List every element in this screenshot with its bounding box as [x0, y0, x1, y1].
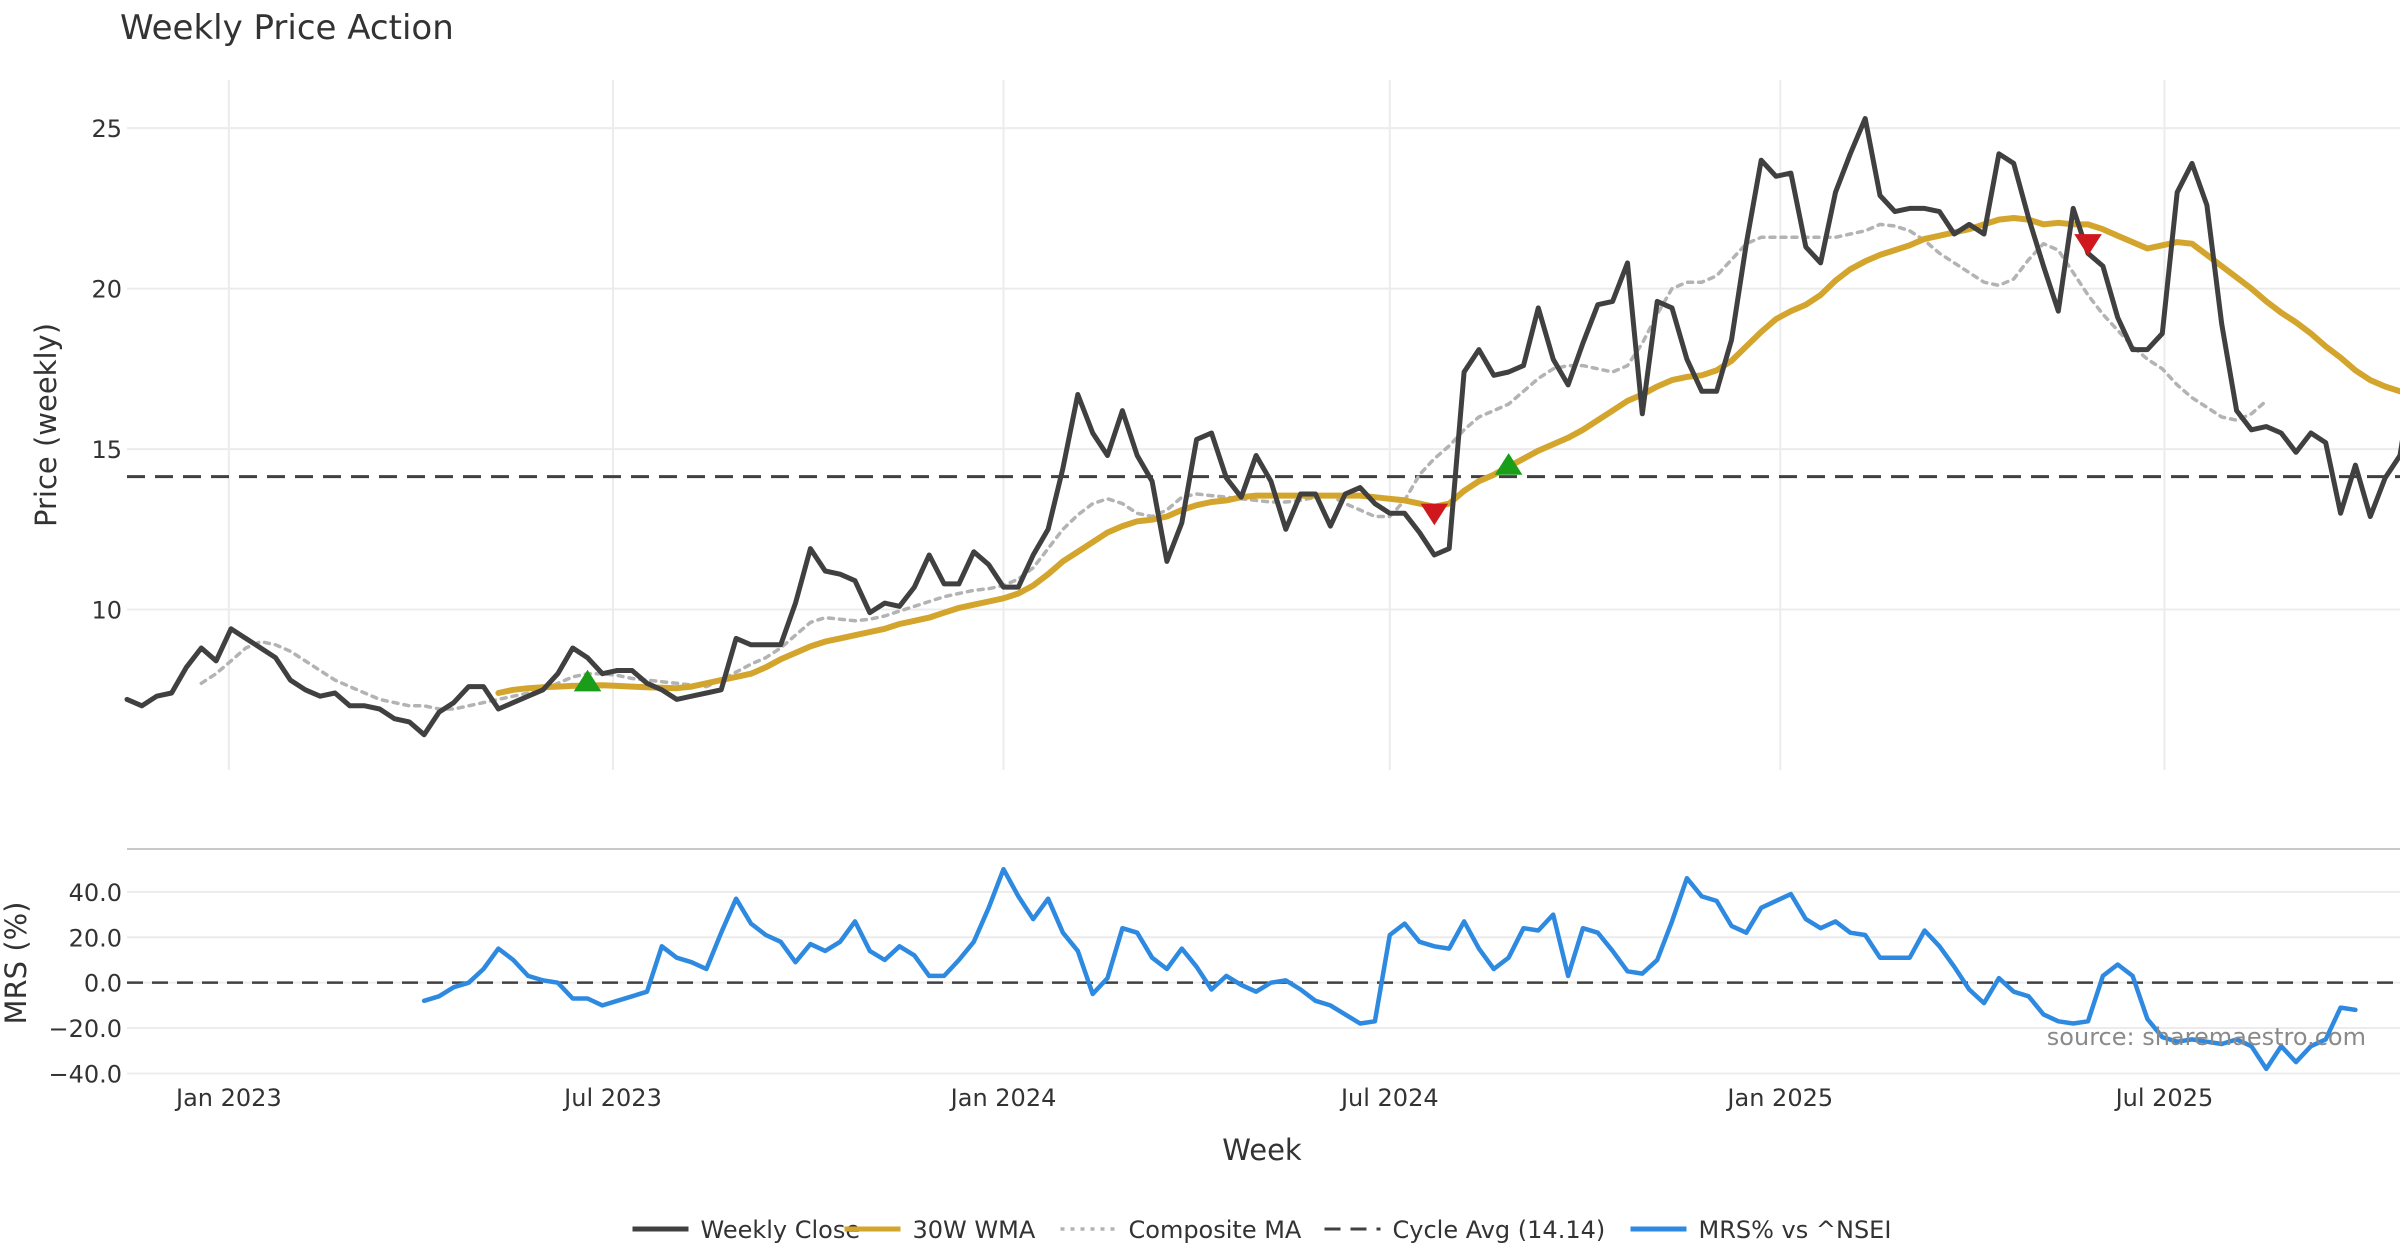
mrs-line: [421, 866, 2358, 1072]
legend-label: MRS% vs ^NSEI: [1699, 1216, 1892, 1244]
legend-label: 30W WMA: [913, 1216, 1036, 1244]
x-axis-title: Week: [1222, 1133, 1302, 1167]
signal-markers: [573, 234, 2102, 692]
x-tick-label: Jul 2025: [2114, 1084, 2214, 1112]
sell-signal-marker: [1420, 503, 1449, 526]
price-y-axis-title: Price (weekly): [29, 323, 63, 527]
mrs-y-tick-labels: −40.0 −20.0 0.0 20.0 40.0: [48, 879, 122, 1089]
wma-30w-line: [495, 215, 2400, 696]
x-tick-label: Jul 2023: [562, 1084, 662, 1112]
x-tick-label: Jul 2024: [1339, 1084, 1439, 1112]
x-tick-label: Jan 2023: [174, 1084, 282, 1112]
x-tick-label: Jan 2025: [1725, 1084, 1833, 1112]
mrs-y-axis-title: MRS (%): [0, 902, 33, 1025]
chart-title: Weekly Price Action: [120, 8, 454, 48]
mrs-y-tick-label: −20.0: [48, 1015, 122, 1043]
price-grid: [127, 80, 2400, 770]
legend: Weekly Close 30W WMA Composite MA Cycle Avg…: [632, 1216, 1892, 1244]
mrs-y-tick-label: 0.0: [84, 970, 122, 998]
buy-signal-marker: [1494, 453, 1523, 475]
price-y-tick-label: 25: [91, 115, 122, 143]
mrs-y-tick-label: −40.0: [48, 1060, 122, 1088]
mrs-series: [421, 866, 2358, 1072]
sell-signal-marker: [2074, 234, 2102, 256]
price-y-tick-label: 10: [91, 597, 122, 625]
legend-label: Composite MA: [1129, 1216, 1302, 1244]
weekly-close-line: [124, 116, 2400, 738]
x-tick-label: Jan 2024: [949, 1084, 1057, 1112]
mrs-y-tick-label: 20.0: [69, 924, 122, 952]
price-y-tick-label: 15: [91, 436, 122, 464]
x-tick-labels: Jan 2023 Jul 2023 Jan 2024 Jul 2024 Jan 2025…: [174, 1084, 2213, 1112]
source-note: source: sharemaestro.com: [2047, 1023, 2366, 1051]
legend-label: Cycle Avg (14.14): [1393, 1216, 1606, 1244]
price-y-tick-labels: 10 15 20 25: [91, 115, 122, 624]
price-series: [124, 116, 2400, 738]
price-y-tick-label: 20: [91, 276, 122, 304]
buy-signal-marker: [573, 669, 602, 692]
mrs-y-tick-label: 40.0: [69, 879, 122, 907]
composite-ma-line: [199, 222, 2269, 711]
legend-label: Weekly Close: [701, 1216, 861, 1244]
